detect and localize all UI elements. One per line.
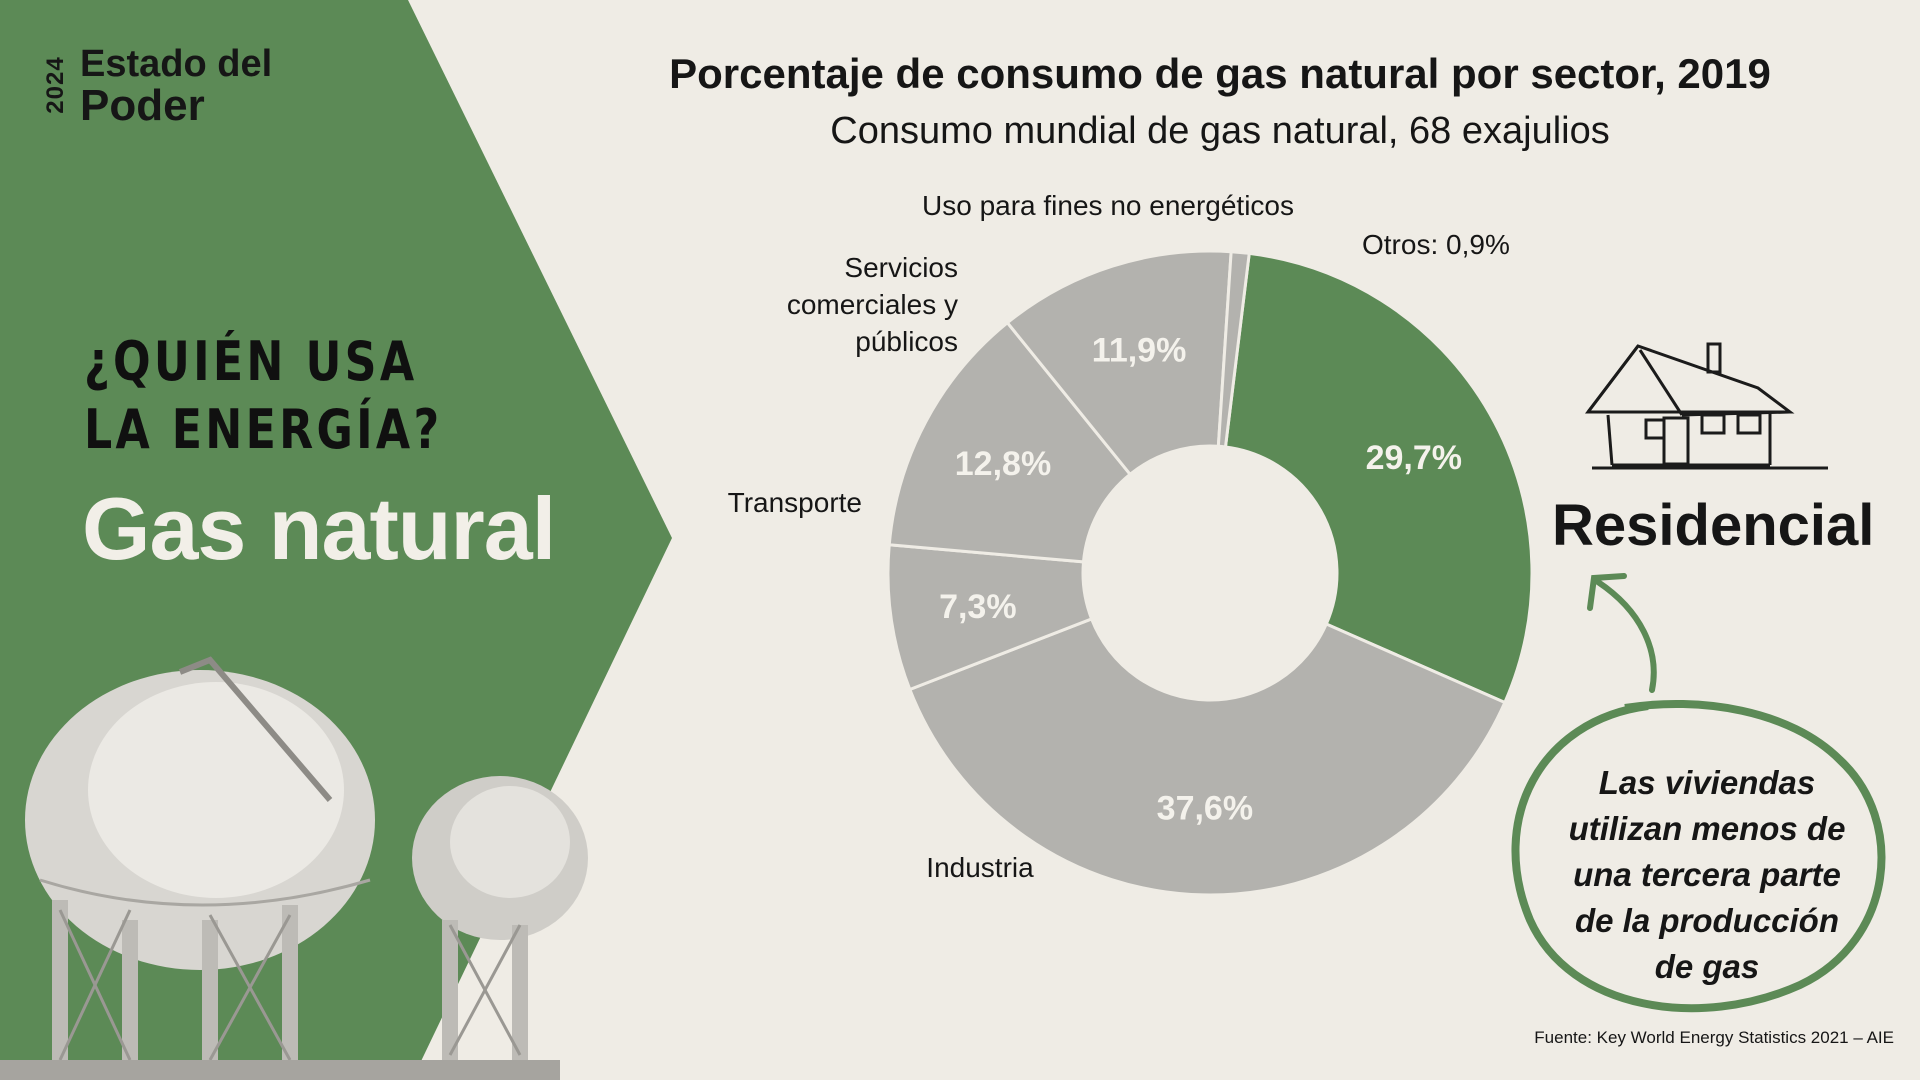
question-line1: ¿QUIÉN USA	[84, 330, 418, 393]
slice-category-label: Transporte	[728, 487, 862, 518]
house-icon	[1584, 342, 1828, 470]
chart-title: Porcentaje de consumo de gas natural por…	[669, 50, 1771, 97]
donut-slice-residencial	[1223, 251, 1534, 705]
brand-name-line2: Poder	[80, 81, 205, 130]
slice-value-label: 29,7%	[1366, 439, 1462, 477]
slice-value-label: 11,9%	[1092, 331, 1187, 369]
curved-arrow-icon	[1587, 573, 1657, 693]
brand-name: Estado del Poder	[80, 44, 272, 128]
donut-slice-industria	[907, 616, 1507, 897]
callout-line: de la producción	[1574, 902, 1840, 939]
source-note: Fuente: Key World Energy Statistics 2021…	[1534, 1028, 1894, 1047]
donut-slice-uso	[1005, 249, 1233, 477]
topic-title: Gas natural	[82, 479, 556, 578]
slice-category-label: Otros: 0,9%	[1362, 229, 1510, 260]
slice-value-label: 12,8%	[955, 445, 1051, 483]
slice-value-label: 37,6%	[1157, 789, 1253, 827]
brand-name-line1: Estado del	[80, 43, 273, 85]
slice-category-label: Uso para fines no energéticos	[922, 190, 1294, 221]
slice-value-label: 7,3%	[939, 588, 1017, 626]
residencial-label: Residencial	[1552, 493, 1875, 558]
callout-line: utilizan menos de	[1568, 810, 1846, 847]
question-line2: LA ENERGÍA?	[84, 398, 443, 461]
callout-line: de gas	[1654, 948, 1760, 985]
callout-text: Las viviendas utilizan menos de una terc…	[1522, 760, 1892, 990]
gas-spheres-illustration	[0, 656, 588, 1080]
question-heading: ¿QUIÉN USA LA ENERGÍA?	[84, 328, 442, 464]
chart-subtitle: Consumo mundial de gas natural, 68 exaju…	[830, 110, 1610, 152]
callout-line: una tercera parte	[1573, 856, 1841, 893]
slice-category-label: Industria	[926, 852, 1034, 883]
slice-category-label: Servicios comerciales y públicos	[787, 252, 958, 357]
donut-slice-otros	[1216, 250, 1251, 449]
callout-ring	[1511, 700, 1886, 1013]
callout-line: Las viviendas	[1598, 764, 1816, 801]
donut-slice-servicios	[887, 320, 1133, 564]
